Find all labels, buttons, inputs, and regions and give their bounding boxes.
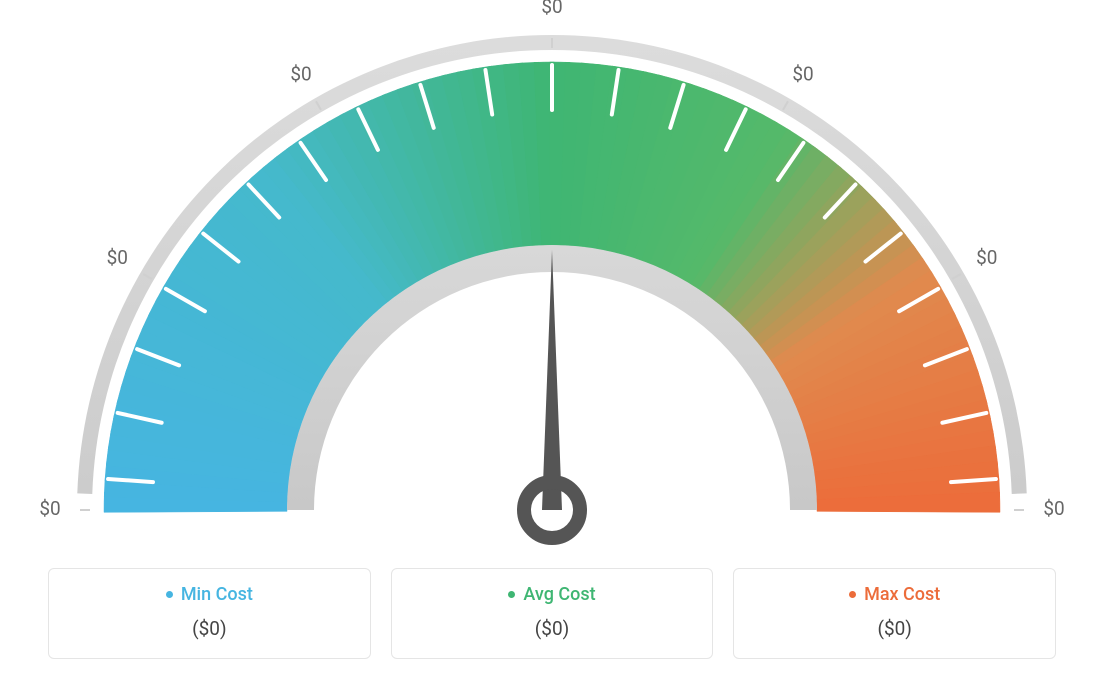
gauge-tick-label: $0 bbox=[976, 246, 997, 269]
gauge-chart: $0 $0 $0 $0 $0 $0 $0 bbox=[0, 0, 1104, 560]
gauge-svg: $0 $0 $0 $0 $0 $0 $0 bbox=[0, 0, 1104, 560]
legend-title-max: Max Cost bbox=[849, 584, 940, 605]
gauge-tick-label: $0 bbox=[39, 497, 60, 520]
legend-dot-max bbox=[849, 591, 856, 598]
gauge-tick-label: $0 bbox=[792, 62, 813, 85]
legend-card-avg: Avg Cost ($0) bbox=[391, 568, 714, 659]
legend-value-min: ($0) bbox=[61, 617, 358, 640]
legend-label-avg: Avg Cost bbox=[523, 584, 595, 605]
gauge-needle bbox=[542, 250, 562, 510]
legend-value-max: ($0) bbox=[746, 617, 1043, 640]
legend-row: Min Cost ($0) Avg Cost ($0) Max Cost ($0… bbox=[0, 568, 1104, 659]
legend-value-avg: ($0) bbox=[404, 617, 701, 640]
legend-title-avg: Avg Cost bbox=[508, 584, 595, 605]
gauge-tick-label: $0 bbox=[107, 246, 128, 269]
gauge-tick-label: $0 bbox=[290, 62, 311, 85]
legend-card-min: Min Cost ($0) bbox=[48, 568, 371, 659]
legend-dot-min bbox=[166, 591, 173, 598]
legend-label-min: Min Cost bbox=[181, 584, 253, 605]
gauge-tick-label: $0 bbox=[541, 0, 562, 18]
gauge-tick-label: $0 bbox=[1043, 497, 1064, 520]
legend-title-min: Min Cost bbox=[166, 584, 253, 605]
legend-dot-avg bbox=[508, 591, 515, 598]
legend-label-max: Max Cost bbox=[864, 584, 940, 605]
legend-card-max: Max Cost ($0) bbox=[733, 568, 1056, 659]
